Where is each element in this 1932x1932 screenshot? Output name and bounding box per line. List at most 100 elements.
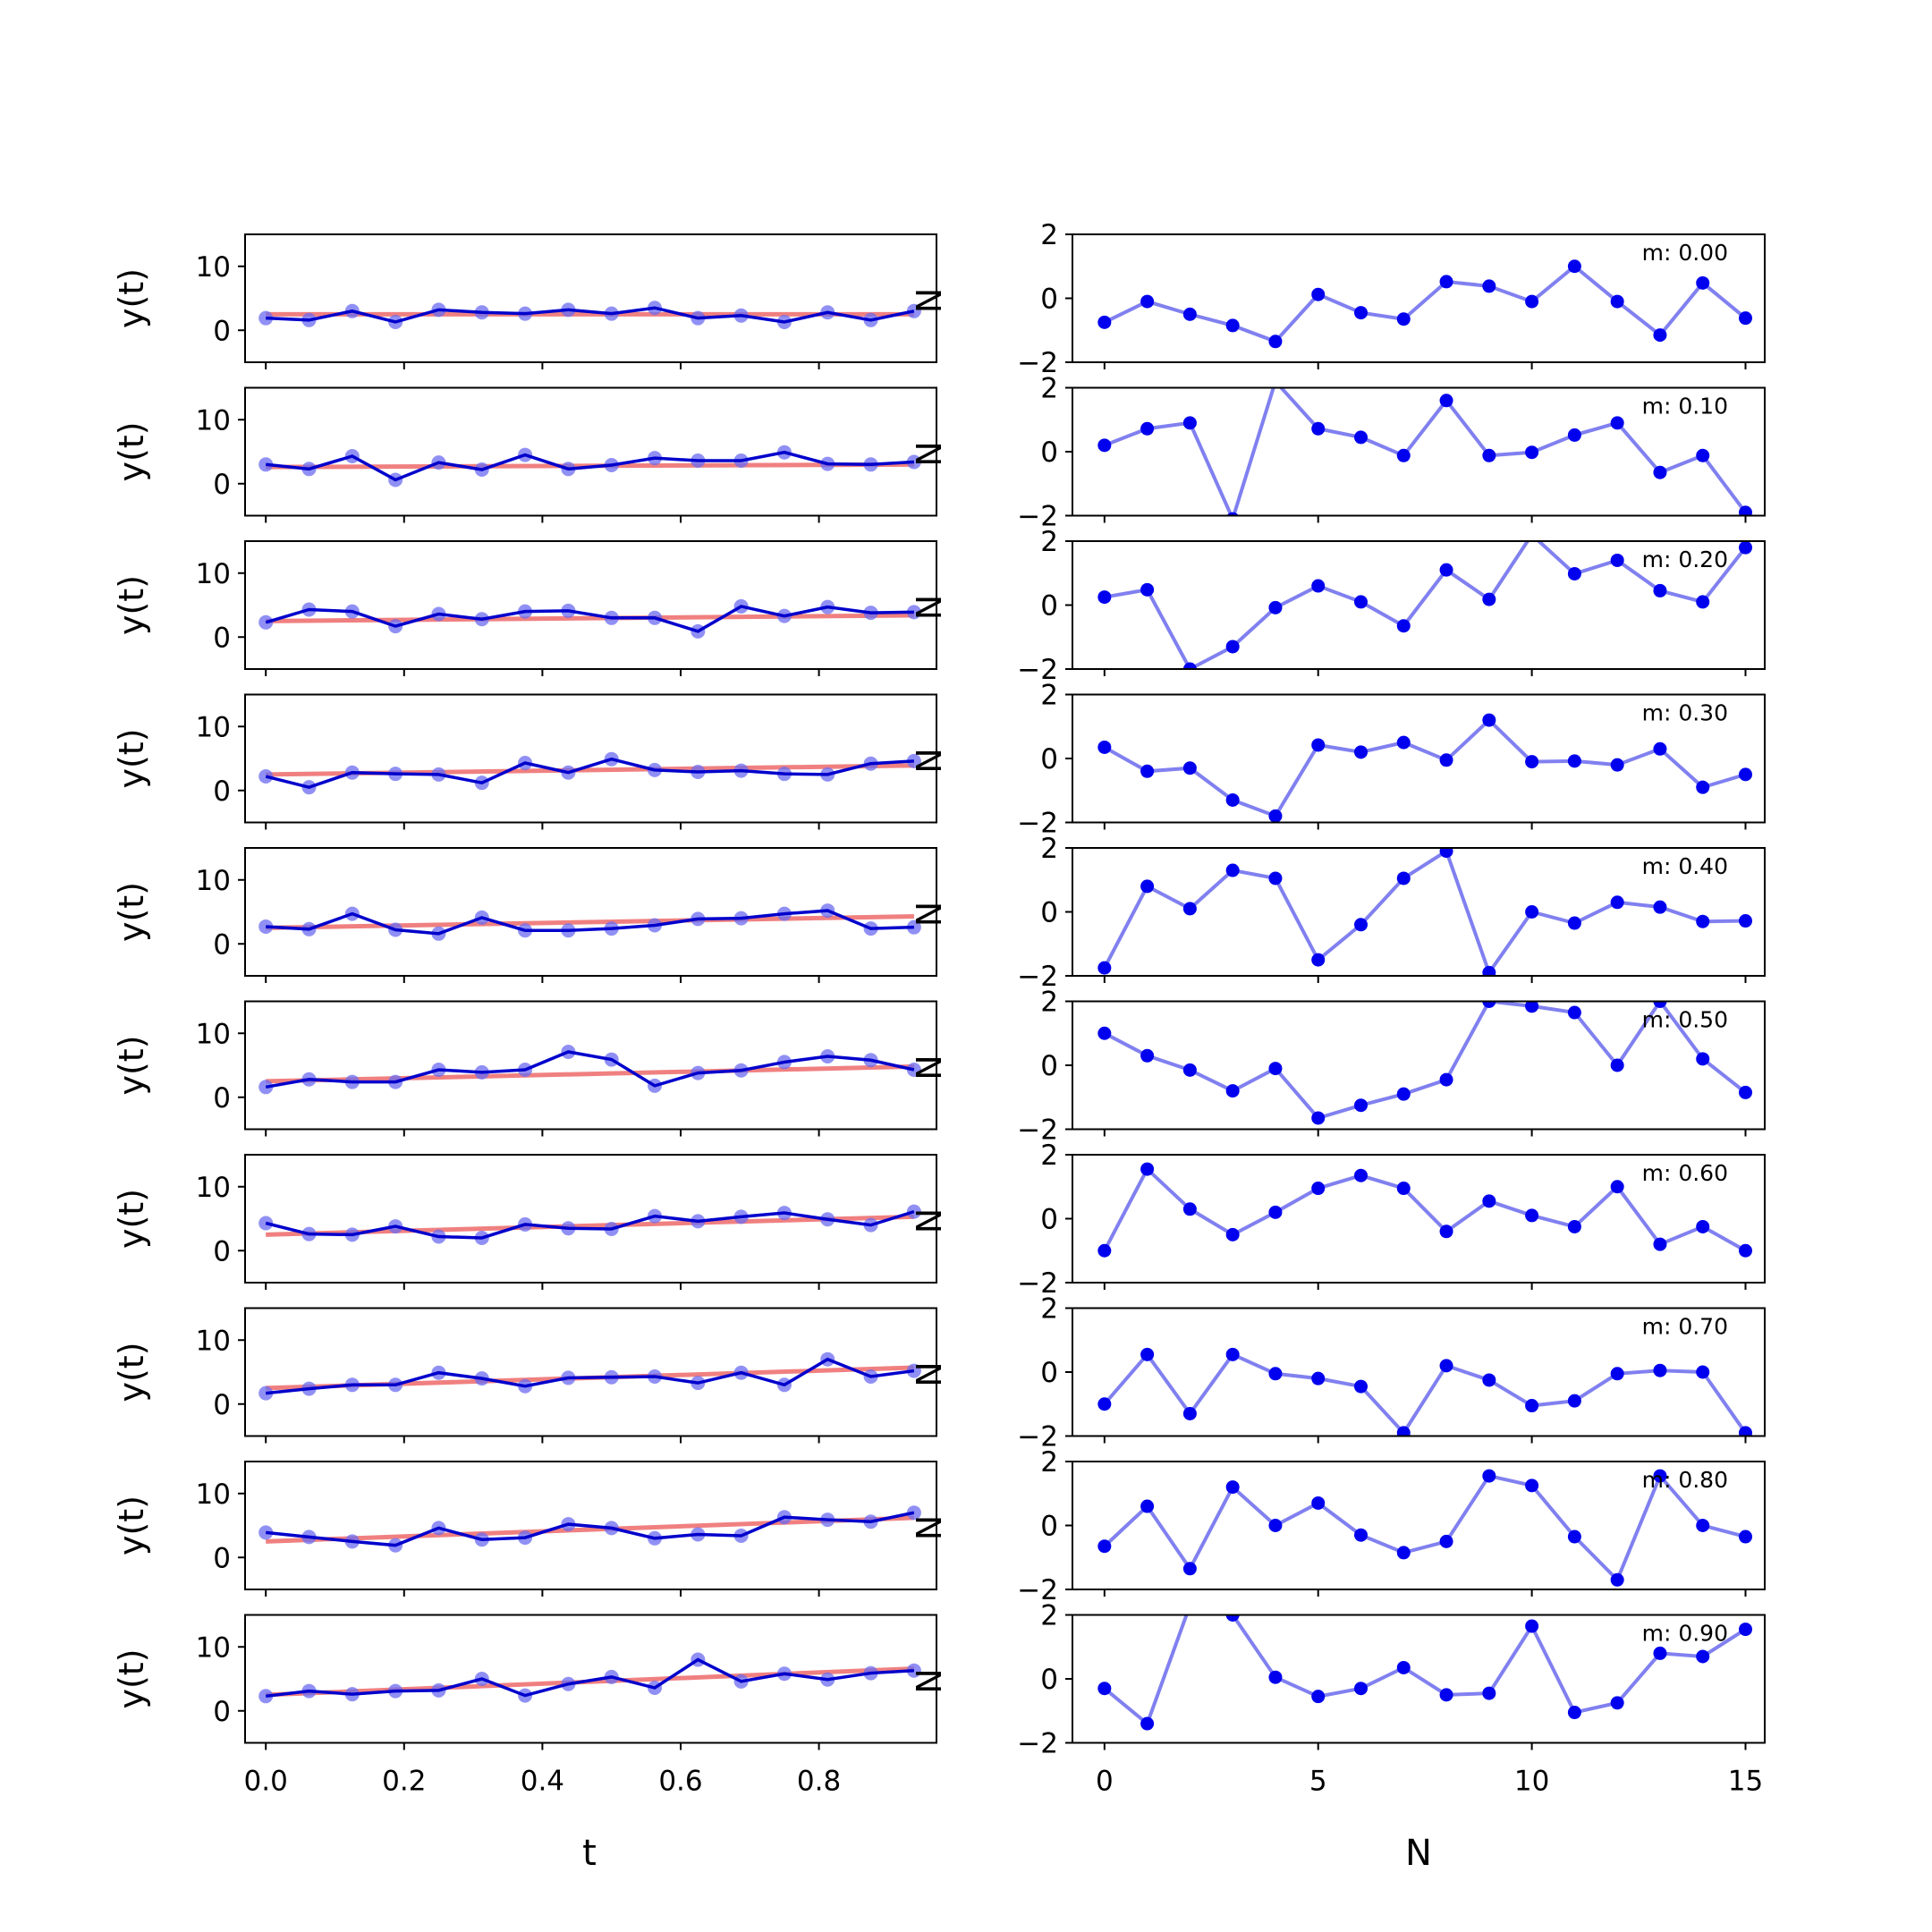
residual-point xyxy=(1182,1562,1197,1576)
overlapping-n-label-fragment: N xyxy=(910,595,949,620)
left-plot-area xyxy=(258,1204,921,1245)
residual-line xyxy=(1103,1472,1747,1583)
right-x-tick-label: 10 xyxy=(1514,1766,1549,1798)
residual-point xyxy=(1696,275,1710,290)
residual-point xyxy=(1482,1469,1496,1483)
residual-point xyxy=(1182,761,1197,775)
right-y-tick-label: −2 xyxy=(1017,501,1058,533)
right-y-tick-label: 0 xyxy=(1040,590,1058,623)
left-y-tick-label: 10 xyxy=(196,1631,231,1664)
residual-point xyxy=(1567,754,1581,768)
residual-point xyxy=(1739,1623,1752,1637)
right-plot-area xyxy=(1097,259,1752,349)
right-y-tick-label: 0 xyxy=(1040,436,1058,469)
left-y-axis-label: y(t) xyxy=(112,1035,151,1095)
residual-point xyxy=(1311,1496,1326,1510)
signal-line xyxy=(265,605,914,633)
residual-point xyxy=(1354,1098,1368,1113)
residual-point xyxy=(1354,918,1368,932)
residual-point xyxy=(1311,1182,1326,1196)
slope-annotation: m: 0.10 xyxy=(1642,394,1728,419)
residual-point xyxy=(1482,448,1496,462)
residual-point xyxy=(1653,465,1667,479)
residual-point xyxy=(1567,259,1581,274)
right-plot-area xyxy=(1097,1469,1752,1587)
residual-point xyxy=(1396,448,1411,462)
left-panel-frame xyxy=(244,1154,937,1284)
overlapping-n-label-fragment: N xyxy=(910,748,949,773)
left-plot-area xyxy=(258,751,921,795)
residual-point xyxy=(1226,512,1239,516)
right-y-tick-label: −2 xyxy=(1017,1114,1058,1147)
residual-point xyxy=(1311,1371,1326,1385)
residual-point xyxy=(1225,1347,1240,1361)
overlapping-n-label-fragment: N xyxy=(910,1055,949,1080)
right-panel-5: −2 0 2 m: 0.50 xyxy=(1017,987,1766,1147)
signal-line xyxy=(266,450,914,482)
right-panel-1: −2 0 2 m: 0.10 xyxy=(1017,373,1766,533)
right-y-tick-label: 2 xyxy=(1040,1140,1058,1172)
right-y-tick-label: 0 xyxy=(1040,1050,1058,1082)
right-y-tick-label: 0 xyxy=(1040,1664,1058,1696)
right-x-axis-label: N xyxy=(1405,1833,1432,1874)
residual-point xyxy=(1739,767,1752,782)
residual-point xyxy=(1610,294,1624,309)
left-y-tick-label: 0 xyxy=(213,469,231,501)
left-panel-frame xyxy=(244,233,937,363)
residual-point xyxy=(1225,863,1240,877)
slope-annotation: m: 0.20 xyxy=(1642,547,1728,572)
right-panel-frame xyxy=(1072,540,1766,670)
right-x-tick-label: 0 xyxy=(1096,1766,1114,1798)
residual-point xyxy=(1439,275,1453,289)
left-y-tick-label: 10 xyxy=(196,711,231,743)
residual-point xyxy=(1182,1063,1197,1077)
residual-point xyxy=(1225,318,1240,333)
right-y-tick-label: 0 xyxy=(1040,1204,1058,1236)
left-panel-frame xyxy=(244,540,937,670)
residual-line xyxy=(1103,1165,1747,1252)
left-x-tick-label: 0.8 xyxy=(797,1766,841,1798)
left-y-axis-label: y(t) xyxy=(112,728,151,788)
left-panel-3: 0 10 y(t) N xyxy=(112,693,949,830)
residual-point xyxy=(1696,448,1710,462)
residual-point xyxy=(1439,1534,1453,1548)
slope-annotation: m: 0.50 xyxy=(1642,1007,1728,1033)
residual-point xyxy=(1354,1379,1368,1394)
residual-point xyxy=(1739,1243,1752,1258)
slope-annotation: m: 0.00 xyxy=(1642,240,1728,266)
residual-point xyxy=(1182,662,1197,669)
slope-annotation: m: 0.80 xyxy=(1642,1467,1728,1493)
signal-line xyxy=(265,1209,915,1240)
left-y-axis-label: y(t) xyxy=(112,575,151,635)
residual-point xyxy=(1482,592,1496,606)
overlapping-n-label-fragment: N xyxy=(910,1515,949,1540)
right-x-tick-label: 15 xyxy=(1728,1766,1763,1798)
residual-point xyxy=(1653,1237,1667,1251)
residual-line xyxy=(1103,264,1747,344)
residual-point xyxy=(1182,307,1197,321)
left-y-axis-label: y(t) xyxy=(112,1342,151,1402)
residual-point xyxy=(1610,1058,1624,1072)
residual-point xyxy=(1097,590,1112,605)
residual-point xyxy=(1140,421,1155,436)
residual-point xyxy=(1482,1373,1496,1387)
residual-point xyxy=(1097,1539,1112,1554)
residual-point xyxy=(1567,916,1581,930)
right-x-tick-label: 5 xyxy=(1309,1766,1327,1798)
residual-point xyxy=(1610,1367,1624,1381)
residual-point xyxy=(1182,1406,1197,1420)
left-y-tick-label: 10 xyxy=(196,404,231,436)
residual-point xyxy=(1097,1243,1112,1258)
left-panel-frame xyxy=(244,1614,937,1744)
residual-point xyxy=(1653,1646,1667,1660)
left-x-tick-label: 0.2 xyxy=(382,1766,426,1798)
left-panel-5: 0 10 y(t) N xyxy=(112,1000,949,1137)
left-plot-area xyxy=(258,903,921,941)
residual-point xyxy=(1225,1480,1240,1495)
left-x-tick-label: 0.4 xyxy=(521,1766,564,1798)
residual-point xyxy=(1268,1367,1283,1381)
right-panel-6: −2 0 2 m: 0.60 xyxy=(1017,1140,1766,1300)
left-y-tick-label: 10 xyxy=(196,1325,231,1357)
residual-point xyxy=(1696,1649,1710,1664)
trend-line xyxy=(266,1063,914,1084)
